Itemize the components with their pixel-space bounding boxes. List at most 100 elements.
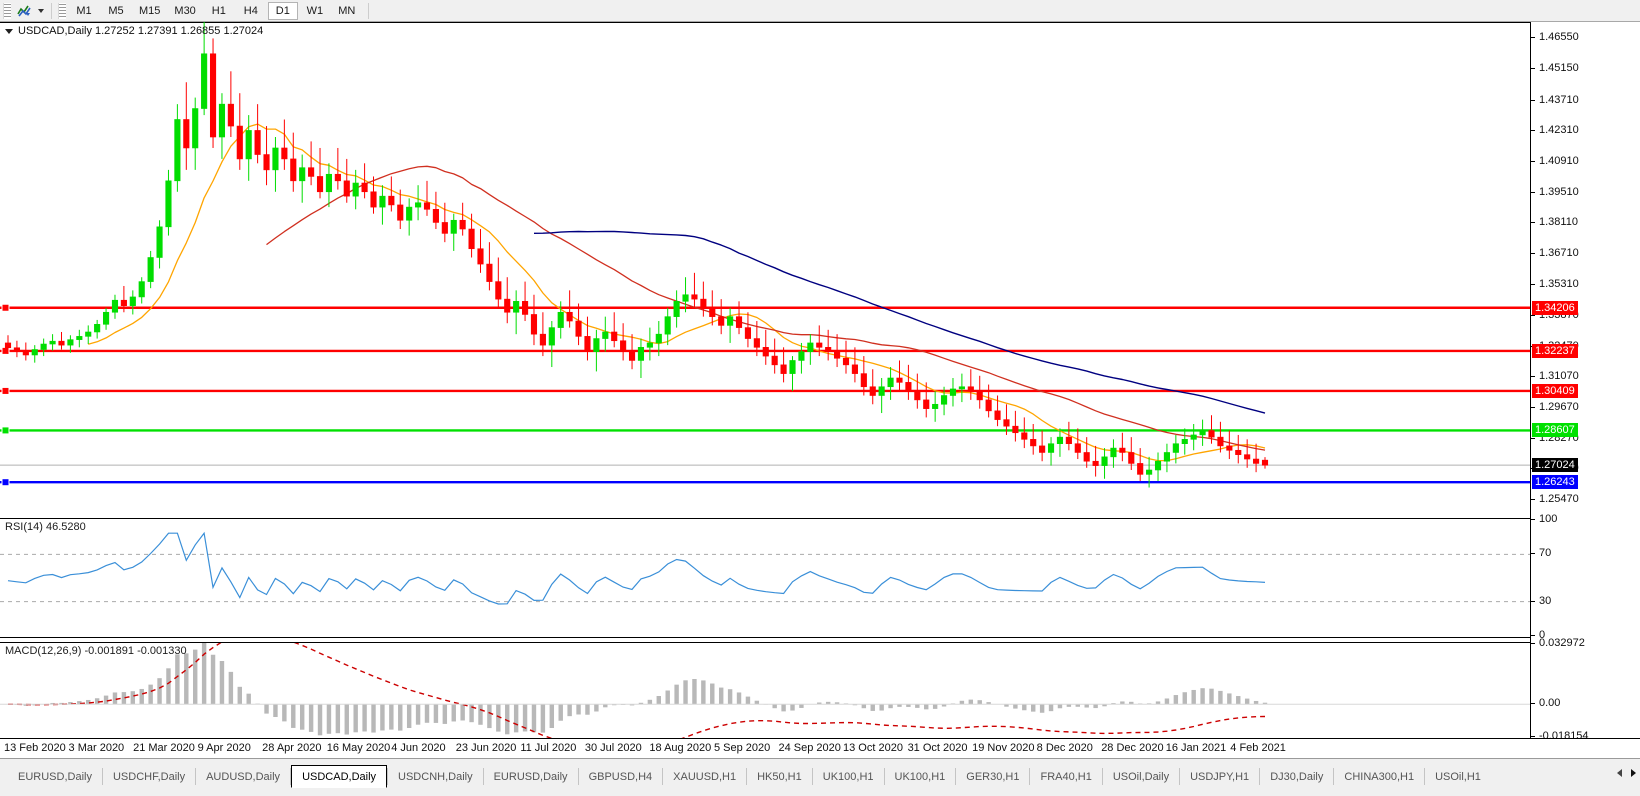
timeframe-grip[interactable]	[58, 2, 66, 19]
scroll-left-icon[interactable]	[1617, 769, 1622, 777]
scroll-right-icon[interactable]	[1631, 769, 1636, 777]
timeframe-m5[interactable]: M5	[108, 4, 124, 17]
tab-divider	[746, 768, 748, 785]
tick-mark	[1531, 736, 1535, 737]
main-toolbar: M1 M5 M15 M30 H1 H4 D1 W1 MN	[0, 0, 1640, 22]
chart-tab-usdchf-daily[interactable]: USDCHF,Daily	[112, 770, 186, 783]
rsi-pane[interactable]: RSI(14) 46.5280	[0, 518, 1530, 638]
tab-divider	[1259, 768, 1261, 785]
time-axis-label: 16 May 2020	[326, 742, 391, 754]
price-tick-label: 1.31070	[1539, 370, 1579, 383]
chart-tab-ger30-h1[interactable]: GER30,H1	[966, 770, 1020, 783]
tab-divider	[101, 768, 103, 785]
tick-mark	[1531, 315, 1535, 317]
price-level-tag-red[interactable]: 1.32237	[1532, 343, 1578, 358]
chart-tab-eurusd-daily[interactable]: EURUSD,Daily	[493, 770, 568, 783]
tab-divider	[290, 768, 292, 785]
tick-mark	[1531, 68, 1535, 69]
toolbar-grip[interactable]	[3, 2, 11, 19]
tick-mark	[1531, 643, 1535, 644]
timeframe-m30[interactable]: M30	[174, 4, 196, 17]
time-axis-label: 3 Mar 2020	[68, 742, 125, 754]
tick-mark	[1531, 635, 1535, 636]
price-level-value: 1.32237	[1535, 344, 1575, 357]
chart-tab-usdcad-daily[interactable]: USDCAD,Daily	[291, 765, 388, 788]
price-level-tag-blue[interactable]: 1.26243	[1532, 475, 1578, 490]
tab-divider	[577, 768, 579, 785]
tick-mark	[1531, 376, 1535, 378]
tab-divider	[662, 768, 664, 785]
timeframe-w1[interactable]: W1	[306, 4, 324, 17]
price-tick-label: 1.43710	[1539, 93, 1579, 106]
price-pane[interactable]: USDCAD,Daily 1.27252 1.27391 1.26855 1.2…	[0, 22, 1530, 516]
chart-tab-fra40-h1[interactable]: FRA40,H1	[1040, 770, 1092, 783]
timeframe-m1[interactable]: M1	[76, 4, 92, 17]
chart-tab-usdjpy-h1[interactable]: USDJPY,H1	[1190, 770, 1250, 783]
time-axis-label: 13 Oct 2020	[843, 742, 903, 754]
time-axis-label: 8 Dec 2020	[1036, 742, 1093, 754]
timeframe-h4[interactable]: H4	[243, 4, 258, 17]
tab-divider	[1179, 768, 1181, 785]
rsi-label: RSI(14) 46.5280	[5, 521, 86, 533]
chart-top-border	[0, 22, 1640, 23]
chevron-down-icon[interactable]	[34, 2, 48, 20]
collapse-icon[interactable]	[5, 28, 13, 34]
chart-area[interactable]: USDCAD,Daily 1.27252 1.27391 1.26855 1.2…	[0, 22, 1640, 742]
timeframe-mn[interactable]: MN	[338, 4, 356, 17]
tab-scrollers	[1617, 769, 1636, 777]
timeframe-h1[interactable]: H1	[211, 4, 226, 17]
rsi-svg	[0, 531, 1530, 605]
price-level-tag-red[interactable]: 1.34206	[1532, 300, 1578, 315]
plot-area[interactable]: USDCAD,Daily 1.27252 1.27391 1.26855 1.2…	[0, 22, 1530, 738]
timeframe-d1[interactable]: D1	[267, 1, 298, 20]
tick-mark	[1531, 407, 1535, 409]
timeframe-m15[interactable]: M15	[139, 4, 161, 17]
tick-mark	[1531, 437, 1535, 439]
tab-divider	[955, 768, 957, 785]
price-scale[interactable]: 1.46550 1.45150 1.43710 1.42310 1.40910 1.395…	[1530, 22, 1640, 742]
chart-tab-uk100-h1[interactable]: UK100,H1	[894, 770, 946, 783]
price-tick-label: 1.35310	[1539, 277, 1579, 290]
price-level-tag-black[interactable]: 1.27024	[1532, 458, 1578, 473]
price-tick-label: 1.29670	[1539, 401, 1579, 414]
chart-tab-bar: EURUSD,Daily USDCHF,Daily AUDUSD,Daily USDC…	[0, 758, 1640, 796]
time-axis-label: 24 Sep 2020	[778, 742, 841, 754]
chart-tab-uk100-h1[interactable]: UK100,H1	[822, 770, 874, 783]
macd-pane[interactable]: MACD(12,26,9) -0.001891 -0.001330	[0, 642, 1530, 738]
time-axis-label: 4 Jun 2020	[391, 742, 446, 754]
toolbar-separator-2	[367, 2, 369, 19]
price-level-tag-green[interactable]: 1.28607	[1532, 423, 1578, 438]
tick-mark	[1531, 519, 1535, 520]
tick-mark	[1531, 252, 1535, 254]
chart-tab-usdcnh-daily[interactable]: USDCNH,Daily	[398, 770, 473, 783]
chart-tab-eurusd-daily[interactable]: EURUSD,Daily	[18, 770, 92, 783]
chart-tab-gbpusd-h4[interactable]: GBPUSD,H4	[588, 770, 653, 783]
tick-mark	[1531, 600, 1535, 602]
macd-svg	[0, 643, 1530, 738]
price-tick-label: 1.46550	[1539, 31, 1579, 44]
price-level-tag-red[interactable]: 1.30409	[1532, 383, 1578, 398]
time-axis-label: 13 Feb 2020	[4, 742, 66, 754]
chart-tab-hk50-h1[interactable]: HK50,H1	[757, 770, 802, 783]
price-tick-label: 1.42310	[1539, 124, 1579, 137]
macd-tick-label: -0.018154	[1539, 730, 1589, 742]
time-axis-label: 5 Sep 2020	[713, 742, 771, 754]
tick-mark	[1531, 191, 1535, 193]
rsi-tick-label: 30	[1539, 594, 1552, 607]
tab-divider	[1424, 768, 1426, 785]
tick-mark	[1531, 130, 1535, 132]
tab-divider	[1333, 768, 1335, 785]
price-tick-label: 1.25470	[1539, 493, 1579, 506]
chart-tab-usoil-h1[interactable]: USOil,H1	[1435, 770, 1481, 783]
chart-tab-dj30-daily[interactable]: DJ30,Daily	[1270, 770, 1324, 783]
tab-divider	[387, 768, 389, 785]
chart-tab-usoil-daily[interactable]: USOil,Daily	[1112, 770, 1170, 783]
chart-tab-xauusd-h1[interactable]: XAUUSD,H1	[673, 770, 737, 783]
candlestick-svg	[0, 22, 1530, 488]
chart-tab-audusd-daily[interactable]: AUDUSD,Daily	[206, 770, 281, 783]
chart-tabs: EURUSD,Daily USDCHF,Daily AUDUSD,Daily USDC…	[8, 765, 1491, 788]
chart-symbol-text: USDCAD,Daily 1.27252 1.27391 1.26855 1.2…	[18, 25, 264, 37]
indicator-icon[interactable]	[14, 2, 34, 20]
price-tick-label: 1.36710	[1539, 246, 1579, 259]
chart-tab-china300-h1[interactable]: CHINA300,H1	[1344, 770, 1415, 783]
